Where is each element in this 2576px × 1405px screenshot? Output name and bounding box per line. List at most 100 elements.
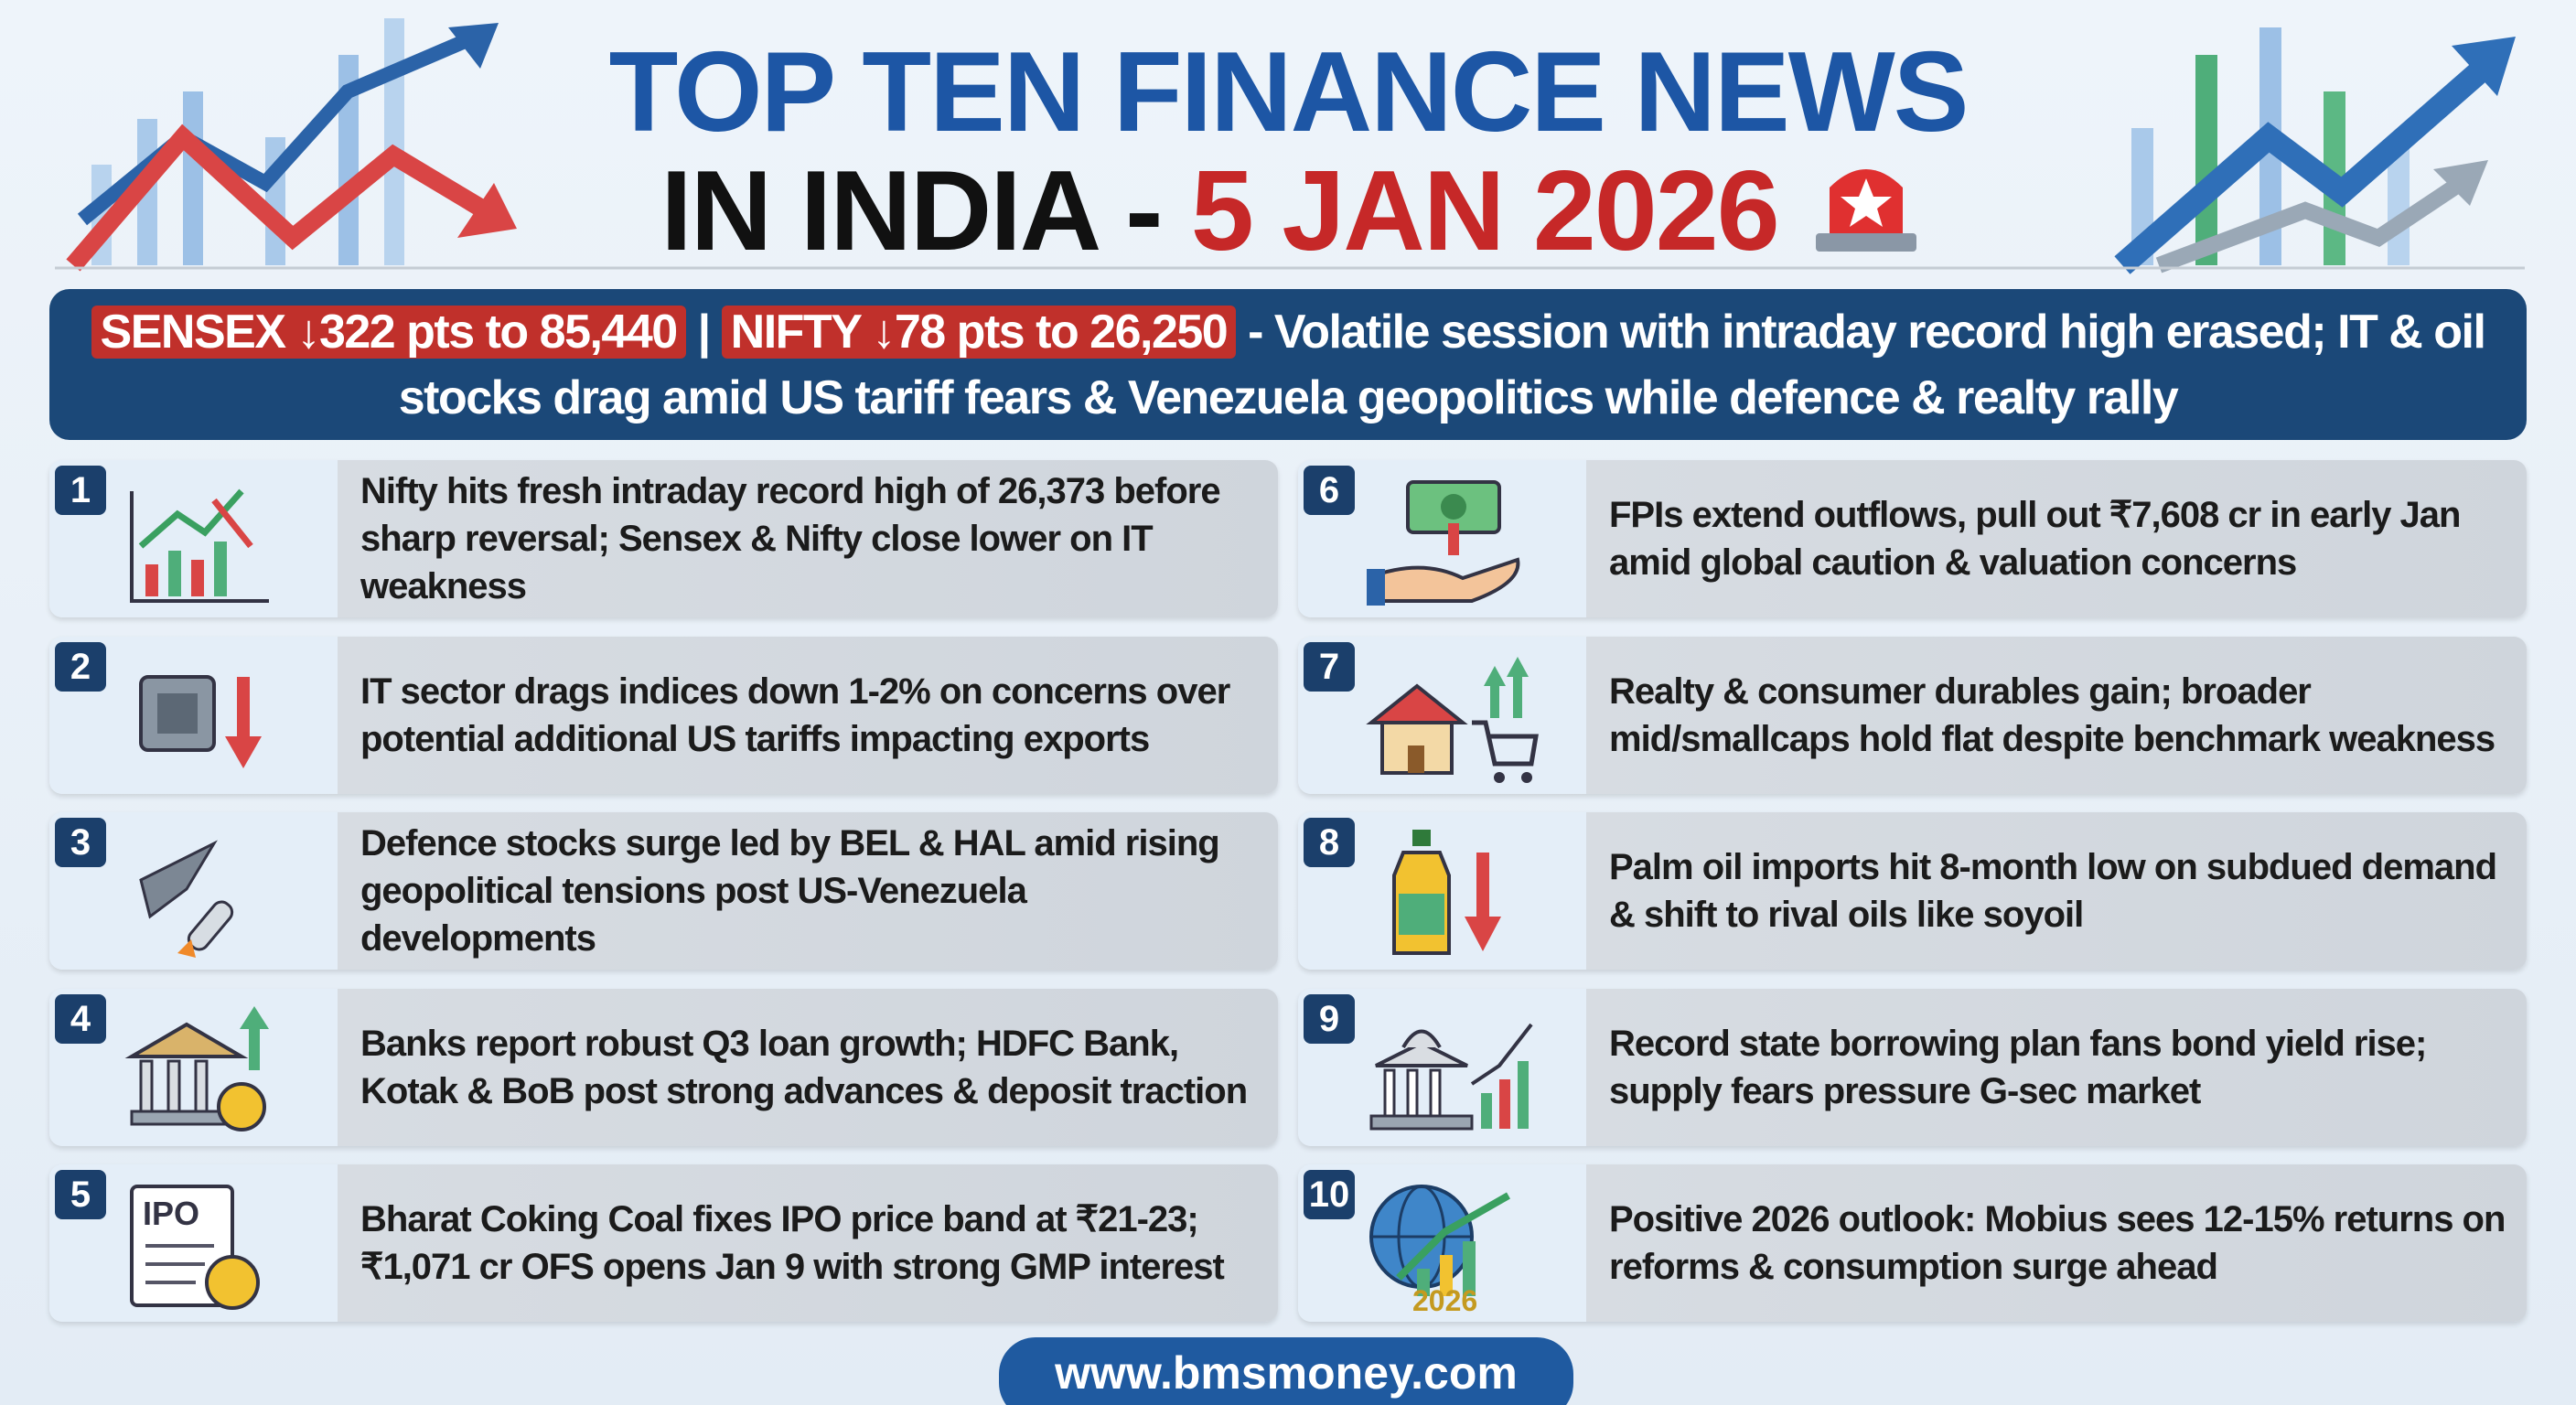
website-link[interactable]: www.bmsmoney.com — [999, 1337, 1573, 1405]
item-number: 3 — [55, 818, 106, 867]
bar — [338, 55, 359, 265]
icon-shape — [211, 498, 253, 549]
icon-shape — [1379, 557, 1520, 603]
item-text-content: FPIs extend outflows, pull out ₹7,608 cr… — [1609, 495, 2461, 583]
siren-flash — [1841, 178, 1892, 227]
item-text-content: Realty & consumer durables gain; broader… — [1609, 670, 2496, 759]
item-text: Palm oil imports hit 8-month low on subd… — [1609, 812, 2512, 970]
item-text-content: Positive 2026 outlook: Mobius sees 12-15… — [1609, 1199, 2506, 1287]
news-icon — [139, 840, 234, 958]
icon-shape — [1366, 682, 1468, 724]
icon-shape — [1440, 1255, 1453, 1296]
icon-shape — [1481, 1092, 1492, 1129]
icon-shape — [130, 1110, 234, 1125]
title-date: 5 JAN 2026 — [1190, 148, 1780, 274]
icon-shape — [1448, 523, 1459, 555]
icon-shape — [1490, 681, 1499, 718]
icon-shape — [1369, 1114, 1474, 1130]
item-text: Realty & consumer durables gain; broader… — [1609, 637, 2512, 794]
market-banner: SENSEX ↓322 pts to 85,440 | NIFTY ↓78 pt… — [49, 289, 2527, 440]
icon-shape — [1470, 1023, 1533, 1086]
item-text: IT sector drags indices down 1-2% on con… — [360, 637, 1263, 794]
title-line1: TOP TEN FINANCE NEWS — [608, 29, 1970, 156]
icon-shape — [166, 1059, 181, 1112]
icon-shape — [187, 900, 234, 951]
news-card: 7 Realty & consumer durables gain; broade… — [1298, 636, 2527, 794]
news-card: 6 FPIs extend outflows, pull out ₹7,608 c… — [1298, 460, 2527, 617]
icon-shape — [1412, 830, 1431, 846]
icon-shape — [1367, 569, 1385, 606]
left-chart — [66, 18, 517, 272]
icon-shape — [194, 1059, 209, 1112]
icon-label: IPO — [143, 1195, 199, 1232]
icon-shape — [1472, 720, 1539, 766]
news-icon — [1369, 1023, 1533, 1130]
item-text-content: Bharat Coking Coal fixes IPO price band … — [360, 1199, 1225, 1287]
item-text-content: Record state borrowing plan fans bond yi… — [1609, 1023, 2427, 1111]
item-text: Banks report robust Q3 loan growth; HDFC… — [360, 989, 1263, 1146]
icon-shape — [1499, 1078, 1510, 1129]
news-card: 9 Record state borrowing plan fans bond y… — [1298, 988, 2527, 1146]
icon-shape — [1383, 1068, 1396, 1117]
icon-shape — [1441, 494, 1466, 520]
icon-shape — [145, 564, 158, 596]
icon-shape — [124, 1022, 249, 1058]
item-number: 10 — [1304, 1170, 1355, 1219]
icon-shape — [240, 1005, 269, 1029]
item-number: 9 — [1304, 993, 1355, 1044]
icon-shape — [249, 1019, 260, 1070]
icon-shape — [214, 542, 227, 596]
icon-shape — [1401, 1029, 1442, 1048]
icon-shape — [130, 491, 269, 603]
item-text: Positive 2026 outlook: Mobius sees 12-15… — [1609, 1164, 2512, 1322]
sensex-highlight: SENSEX ↓322 pts to 85,440 — [91, 305, 686, 359]
icon-label: 2026 — [1412, 1284, 1477, 1314]
news-card: 2026 10 Positive 2026 outlook: Mobius sees… — [1298, 1164, 2527, 1322]
title-prefix: IN INDIA - — [660, 148, 1163, 274]
icon-shape — [177, 939, 196, 958]
icon-shape — [225, 735, 262, 768]
item-number: 4 — [55, 993, 106, 1044]
nifty-highlight: NIFTY ↓78 pts to 26,250 — [721, 305, 1237, 359]
icon-shape — [1399, 894, 1444, 935]
news-icon: IPO — [130, 1185, 260, 1310]
icon-shape — [168, 551, 181, 596]
icon-shape — [1408, 745, 1424, 773]
icon-shape — [139, 1059, 154, 1112]
news-icon — [1366, 656, 1539, 783]
separator: | — [697, 305, 712, 359]
header-decor — [55, 18, 2525, 274]
arrow-head — [2452, 37, 2516, 96]
item-text-content: Nifty hits fresh intraday record high of… — [360, 471, 1221, 606]
siren — [1816, 169, 1916, 252]
icon-shape — [1429, 1068, 1442, 1117]
icon-shape — [1396, 1192, 1510, 1281]
icon-shape — [205, 1255, 260, 1310]
bar — [2195, 55, 2217, 265]
item-text-content: Palm oil imports hit 8-month low on subd… — [1609, 847, 2497, 935]
icon-shape — [1484, 665, 1506, 686]
icon-shape — [139, 840, 218, 919]
news-icon — [1392, 830, 1501, 955]
item-number: 2 — [55, 641, 106, 692]
icon-shape — [217, 1081, 266, 1132]
item-text: Defence stocks surge led by BEL & HAL am… — [360, 812, 1263, 970]
title-line2: IN INDIA - 5 JAN 2026 — [0, 146, 2576, 276]
icon-shape — [1406, 1068, 1419, 1117]
news-card: IPO 5 Bharat Coking Coal fixes IPO price b… — [49, 1164, 1278, 1322]
banner-summary: - Volatile session with intraday record … — [398, 305, 2486, 424]
item-number: 8 — [1304, 818, 1355, 867]
item-text-content: Defence stocks surge led by BEL & HAL am… — [360, 823, 1220, 959]
banner-text: SENSEX ↓322 pts to 85,440 | NIFTY ↓78 pt… — [77, 299, 2499, 431]
news-icon — [130, 488, 269, 603]
item-number: 6 — [1304, 466, 1355, 515]
news-card: 3 Defence stocks surge led by BEL & HAL a… — [49, 812, 1278, 970]
trend-line — [66, 123, 490, 272]
news-icon — [1367, 480, 1520, 606]
news-icon — [139, 674, 262, 768]
news-card: 1 Nifty hits fresh intraday record high o… — [49, 460, 1278, 617]
icon-shape — [237, 676, 250, 741]
icon-shape — [1463, 1241, 1476, 1296]
icon-shape — [191, 560, 204, 596]
